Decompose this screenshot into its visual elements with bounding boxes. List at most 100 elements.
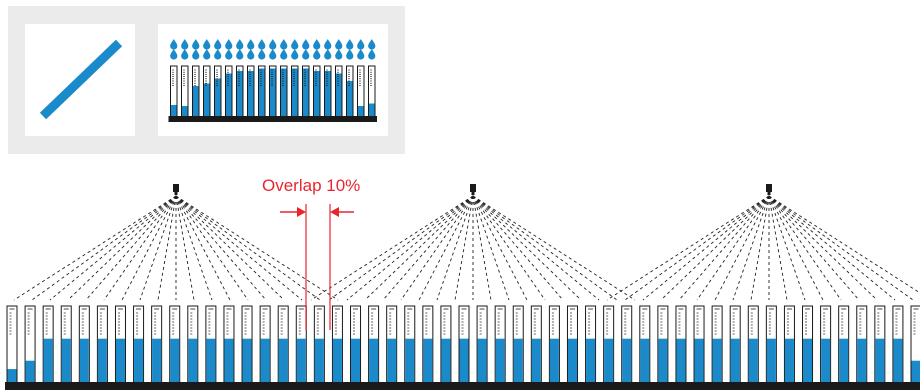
- water-drop-icon: [335, 49, 343, 60]
- spray-ray: [175, 195, 285, 301]
- water-drop-icon: [302, 49, 310, 60]
- inset-gauge-fill: [358, 106, 364, 116]
- spray-ray: [768, 195, 806, 301]
- gauge-fill: [369, 338, 379, 382]
- inset-gauge-fill: [182, 106, 188, 116]
- gauge-fill: [260, 338, 270, 382]
- gauge-fill: [839, 338, 849, 382]
- spray-ray: [175, 195, 213, 301]
- spray-ray: [768, 195, 788, 301]
- spray-ray: [13, 195, 177, 301]
- water-drop-icon: [313, 39, 321, 50]
- gauge-fill: [549, 338, 559, 382]
- gauge-fill: [857, 338, 867, 382]
- gauge-fill: [7, 369, 17, 382]
- gauge-row-layer: [5, 305, 920, 390]
- water-drop-icon: [247, 39, 255, 50]
- spray-pattern-layer: [13, 184, 920, 301]
- spray-ray: [175, 195, 267, 301]
- spray-ray: [472, 195, 492, 301]
- diagonal-line-icon: [39, 39, 123, 120]
- inset-gauge-fill: [281, 68, 287, 116]
- spray-ray: [768, 195, 920, 294]
- spray-ray: [364, 195, 474, 301]
- inset-base-bar: [168, 116, 377, 122]
- spray-ray: [768, 195, 824, 301]
- gauge-fill: [296, 338, 306, 382]
- spray-ray: [472, 195, 564, 301]
- water-drop-icon: [269, 39, 277, 50]
- spray-ray: [472, 195, 528, 301]
- spray-ray: [472, 195, 600, 301]
- spray-ray: [472, 195, 546, 301]
- water-drop-icon: [203, 39, 211, 50]
- spray-ray: [346, 195, 474, 301]
- water-drop-icon: [258, 39, 266, 50]
- spray-ray: [768, 195, 860, 301]
- spray-nozzle-icon: [173, 184, 179, 192]
- spray-nozzle-icon: [766, 184, 772, 192]
- water-drop-icon: [302, 39, 310, 50]
- water-drop-icon: [181, 39, 189, 50]
- spray-ray: [175, 195, 249, 301]
- water-drop-icon: [225, 49, 233, 60]
- inset-gauge-fill: [204, 83, 210, 116]
- spray-ray: [642, 195, 770, 301]
- gauge-fill: [188, 338, 198, 382]
- spray-ray: [436, 195, 474, 301]
- gauge-fill: [694, 338, 704, 382]
- water-drop-icon: [324, 39, 332, 50]
- inset-gauge-fill: [237, 71, 243, 116]
- water-drop-icon: [346, 49, 354, 60]
- spray-ray: [768, 195, 914, 301]
- overlap-indicator: [280, 204, 354, 330]
- gauge-fill: [387, 338, 397, 382]
- inset-gauge-fill: [171, 105, 177, 116]
- gauge-fill: [25, 360, 35, 382]
- spray-ray: [85, 195, 177, 301]
- double-arrow-icon: [330, 207, 339, 217]
- water-drop-icon: [313, 49, 321, 60]
- water-drop-icon: [236, 39, 244, 50]
- gauge-fill: [441, 338, 451, 382]
- gauge-fill: [730, 338, 740, 382]
- water-drop-icon: [280, 49, 288, 60]
- spray-ray: [418, 195, 474, 301]
- water-drop-icon: [225, 39, 233, 50]
- overlap-label: Overlap 10%: [262, 176, 361, 195]
- inset-gauge-fill: [314, 71, 320, 116]
- inset-layer: [39, 39, 377, 122]
- spray-ray: [732, 195, 770, 301]
- spray-nozzle-tip: [767, 192, 771, 195]
- water-drop-icon: [291, 39, 299, 50]
- gauge-fill: [712, 338, 722, 382]
- gauge-fill: [748, 338, 758, 382]
- spray-ray: [157, 195, 177, 301]
- gauge-fill: [911, 360, 920, 382]
- gauge-fill: [622, 338, 632, 382]
- gauge-fill: [531, 338, 541, 382]
- spray-ray: [382, 195, 474, 301]
- gauge-fill: [152, 338, 162, 382]
- gauge-fill: [658, 338, 668, 382]
- water-drop-icon: [236, 49, 244, 60]
- gauge-fill: [495, 338, 505, 382]
- water-drop-icon: [346, 39, 354, 50]
- water-drop-icon: [203, 49, 211, 60]
- spray-ray: [175, 195, 231, 301]
- gauge-fill: [513, 338, 523, 382]
- water-drop-icon: [214, 39, 222, 50]
- gauge-fill: [242, 338, 252, 382]
- water-drop-icon: [170, 39, 178, 50]
- water-drop-icon: [214, 49, 222, 60]
- spray-ray: [49, 195, 177, 301]
- spray-ray: [454, 195, 474, 301]
- gauge-fill: [115, 338, 125, 382]
- spray-ray: [714, 195, 770, 301]
- spray-ray: [67, 195, 177, 301]
- water-drop-icon: [280, 39, 288, 50]
- gauge-fill: [803, 338, 813, 382]
- spray-ray: [139, 195, 177, 301]
- gauge-fill: [332, 338, 342, 382]
- gauge-fill: [314, 338, 324, 382]
